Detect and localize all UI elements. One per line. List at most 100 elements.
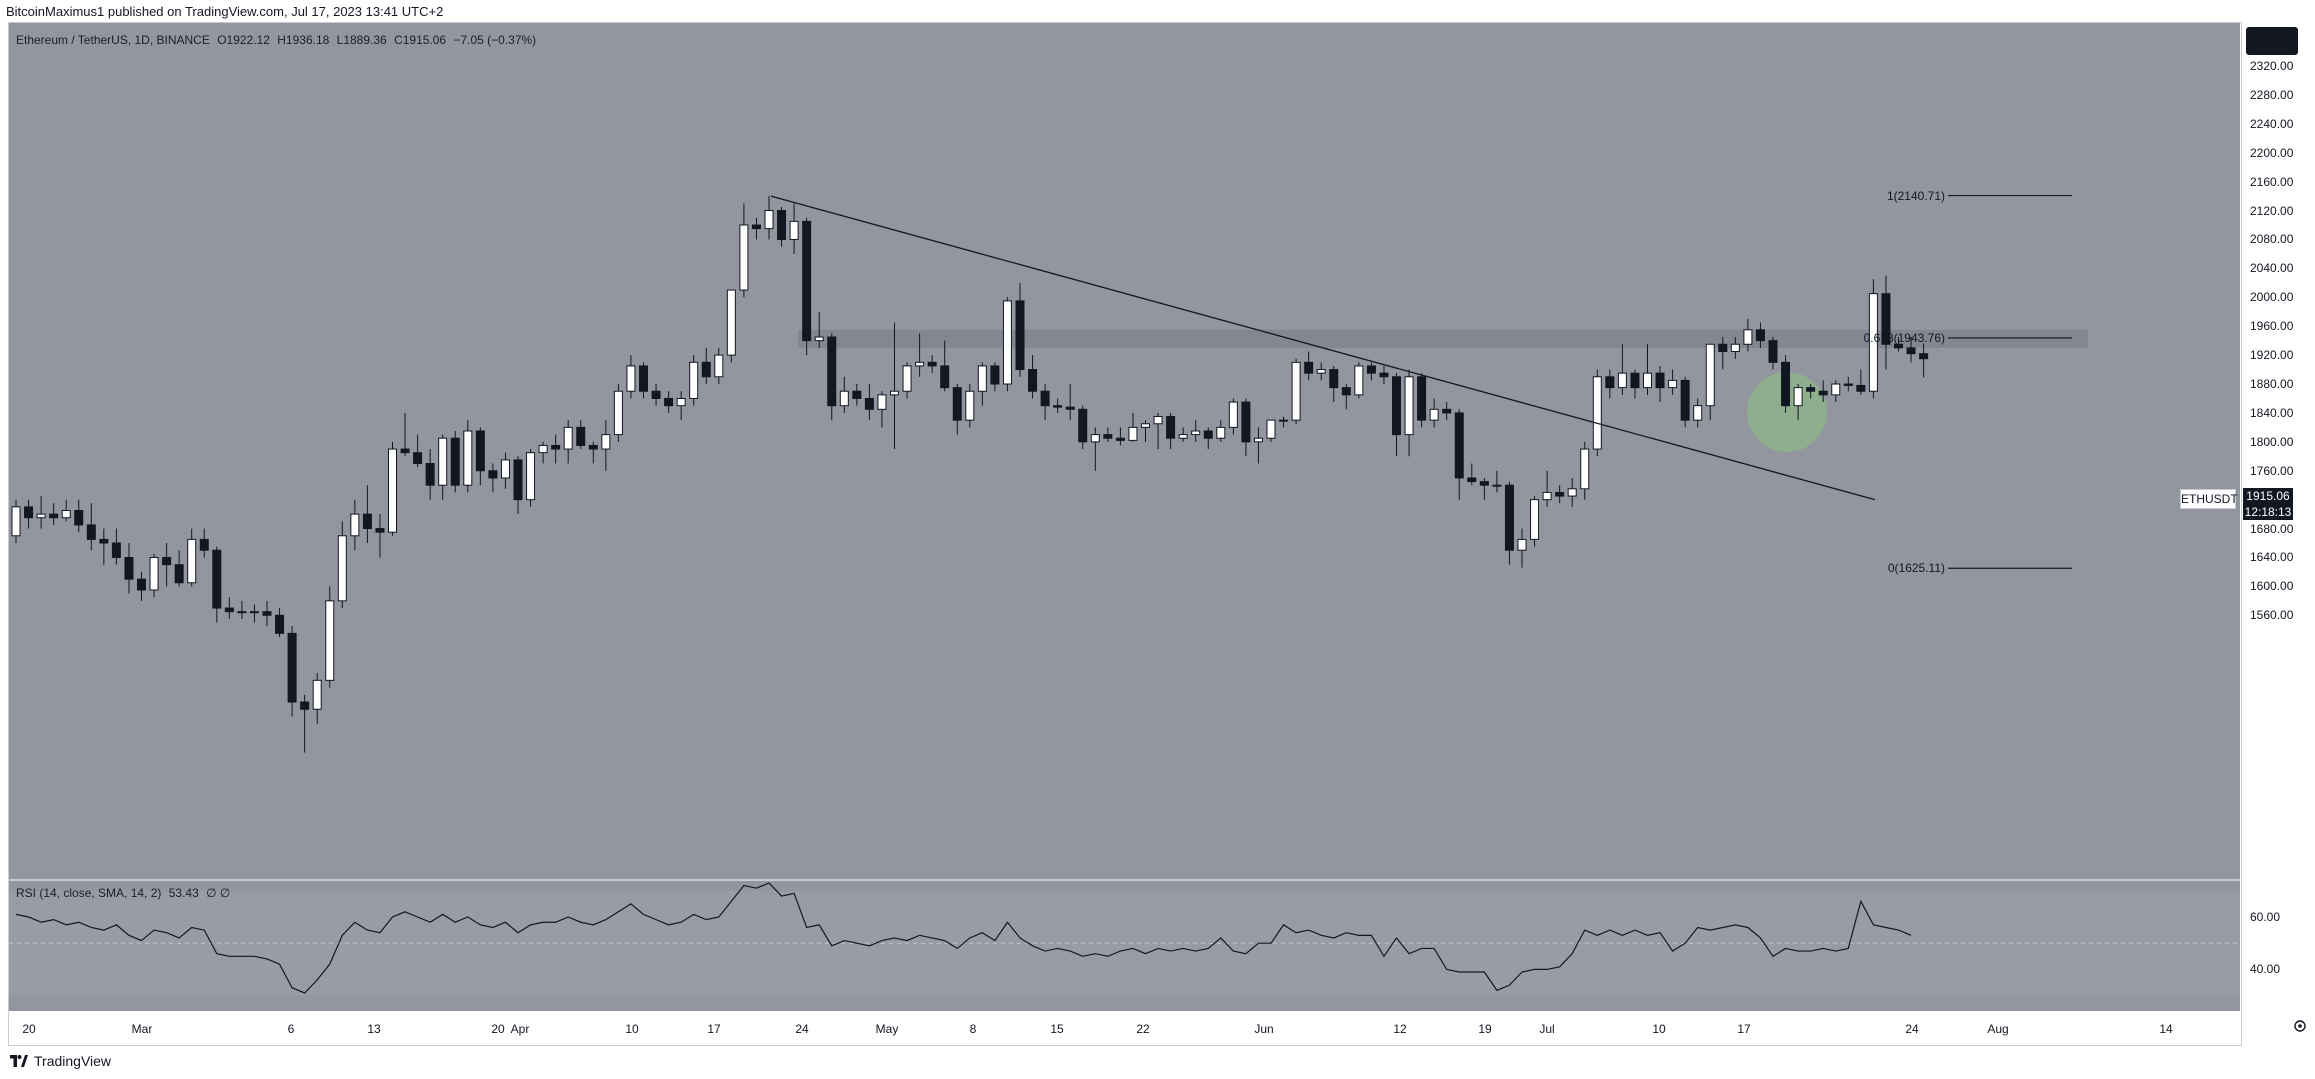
candle-body: [1128, 426, 1138, 441]
candle-body: [1843, 383, 1853, 386]
price-tick-label: 1560.00: [2250, 608, 2294, 623]
candle-body: [827, 336, 837, 407]
candle-body: [852, 390, 862, 399]
candle-body: [1705, 343, 1715, 407]
candle-body: [11, 506, 21, 537]
candle-body: [1329, 369, 1339, 389]
candle-body: [124, 556, 134, 580]
candle-body: [1655, 372, 1665, 389]
candle-body: [249, 611, 259, 614]
candle-body: [174, 564, 184, 584]
candle-body: [1015, 300, 1025, 371]
candle-body: [49, 513, 59, 519]
currency-unit-button[interactable]: [2246, 27, 2298, 55]
fib-level-1-label: 1(2140.71): [1886, 188, 1945, 203]
price-tick-label: 1960.00: [2250, 319, 2294, 334]
candle-body: [1304, 361, 1314, 374]
bar-countdown: 12:18:13: [2244, 505, 2292, 519]
price-tick-label: 2320.00: [2250, 59, 2294, 73]
tradingview-brand[interactable]: TradingView: [10, 1053, 111, 1069]
published-by-header: BitcoinMaximus1 published on TradingView…: [6, 4, 444, 19]
candle-body: [965, 390, 975, 421]
candle-body: [1341, 387, 1351, 396]
time-axis[interactable]: [9, 1012, 2240, 1044]
candle-body: [1392, 376, 1401, 436]
time-tick-label: 20: [22, 1022, 36, 1036]
price-tick-label: 1840.00: [2250, 405, 2294, 420]
candle-body: [513, 459, 523, 501]
candle-body: [1818, 390, 1828, 396]
candle-body: [1429, 408, 1439, 421]
high-value: H1936.18: [277, 33, 330, 47]
candle-body: [1718, 343, 1728, 352]
candle-body: [337, 535, 347, 602]
rsi-tick-label: 60.00: [2250, 910, 2281, 924]
price-tick-label: 2080.00: [2250, 232, 2294, 247]
candle-body: [1002, 300, 1012, 385]
candle-body: [413, 452, 423, 465]
rsi-tick-label: 40.00: [2250, 962, 2281, 977]
price-tick-label: 2000.00: [2250, 290, 2294, 305]
candle-body: [613, 390, 623, 436]
rsi-legend: RSI (14, close, SMA, 14, 2) 53.43 ∅ ∅: [16, 886, 230, 900]
candle-body: [639, 365, 648, 392]
last-price-label: 1915.06 12:18:13: [2243, 488, 2293, 520]
candle-body: [400, 448, 410, 454]
time-tick-label: Aug: [1987, 1022, 2009, 1036]
price-chart[interactable]: [9, 23, 2240, 1011]
candle-body: [739, 224, 749, 291]
time-tick-label: 6: [287, 1022, 295, 1036]
candle-body: [1404, 376, 1414, 436]
candle-body: [224, 607, 234, 613]
candle-body: [438, 437, 448, 486]
time-tick-label: 14: [2159, 1022, 2173, 1036]
candle-body: [952, 387, 962, 421]
symbol-legend: Ethereum / TetherUS, 1D, BINANCE O1922.1…: [16, 33, 540, 47]
candle-body: [990, 365, 1000, 385]
time-tick-label: 24: [1905, 1022, 1919, 1036]
candle-body: [111, 542, 121, 558]
price-tick-label: 1760.00: [2250, 463, 2294, 478]
candle-body: [1617, 372, 1627, 389]
rsi-value: 53.43: [168, 886, 199, 900]
candle-body: [1153, 416, 1163, 425]
candle-body: [1354, 365, 1364, 396]
price-tick-label: 2160.00: [2250, 174, 2294, 189]
change-value: −7.05 (−0.37%): [453, 33, 537, 47]
candle-body: [1881, 293, 1891, 345]
candle-body: [1755, 329, 1765, 342]
candle-body: [1065, 406, 1075, 410]
candle-body: [350, 513, 360, 537]
candle-body: [1279, 419, 1289, 422]
price-tick-label: 1640.00: [2250, 550, 2294, 565]
candle-body: [1919, 353, 1929, 360]
candle-body: [701, 361, 711, 378]
symbol-title: Ethereum / TetherUS, 1D, BINANCE: [16, 33, 210, 47]
candle-body: [689, 361, 699, 399]
breakout-highlight-circle: [1747, 372, 1827, 452]
candle-body: [475, 430, 485, 472]
time-tick-label: Jul: [1539, 1022, 1555, 1036]
candle-body: [362, 513, 372, 530]
candle-body: [86, 524, 96, 540]
price-tick-label: 1600.00: [2250, 579, 2294, 594]
time-tick-label: 19: [1478, 1022, 1492, 1036]
chart-area[interactable]: [9, 23, 2240, 1011]
time-tick-label: 17: [707, 1022, 721, 1036]
candle-body: [388, 448, 397, 533]
candle-body: [1504, 484, 1514, 551]
candle-body: [275, 614, 285, 634]
candle-body: [463, 430, 473, 486]
candle-body: [764, 210, 774, 230]
candle-body: [375, 528, 385, 533]
price-tick-label: 2120.00: [2250, 203, 2294, 218]
candle-body: [902, 365, 912, 392]
last-price: 1915.06: [2246, 489, 2290, 503]
price-tick-label: 1680.00: [2250, 521, 2294, 536]
candle-body: [61, 509, 71, 519]
candle-body: [1417, 376, 1427, 421]
price-tick-label: 1800.00: [2250, 434, 2294, 449]
candle-body: [1668, 379, 1678, 389]
candle-body: [563, 426, 573, 450]
axis-settings-icon[interactable]: [2292, 1018, 2308, 1034]
